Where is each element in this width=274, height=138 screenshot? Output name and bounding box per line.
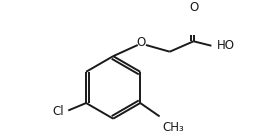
Text: CH₃: CH₃ [162,121,184,134]
Text: O: O [189,1,198,14]
Text: Cl: Cl [52,105,64,118]
Text: O: O [137,36,146,49]
Text: HO: HO [217,39,235,52]
